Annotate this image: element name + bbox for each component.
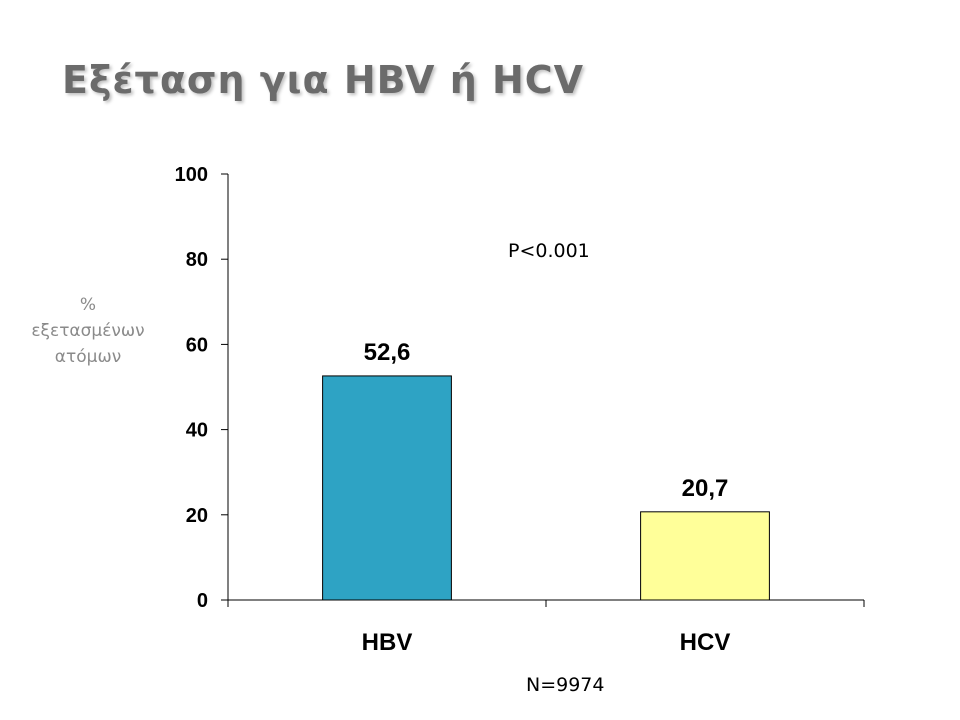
y-tick-label: 100 [175,164,208,186]
y-tick-label: 80 [186,249,208,271]
data-label: 20,7 [682,475,729,502]
data-label: 52,6 [364,339,411,366]
bar-hbv [322,375,452,601]
p-value-annotation: P<0.001 [508,240,590,262]
y-axis-label-line: εξετασμένων [31,321,145,341]
y-axis-label-line: % [79,295,97,315]
bar-hcv [640,511,770,601]
slide-title: Εξέταση για HBV ή HCV [62,58,585,102]
x-category-label: HCV [680,629,731,656]
y-tick-label: 40 [186,420,208,442]
y-tick-label: 20 [186,505,208,527]
y-tick-label: 0 [197,590,208,612]
y-axis-label: % εξετασμένων ατόμων [20,292,156,370]
sample-size-annotation: N=9974 [526,674,605,696]
x-category-label: HBV [362,629,413,656]
y-axis-label-line: ατόμων [54,347,122,367]
y-tick-label: 60 [186,334,208,356]
